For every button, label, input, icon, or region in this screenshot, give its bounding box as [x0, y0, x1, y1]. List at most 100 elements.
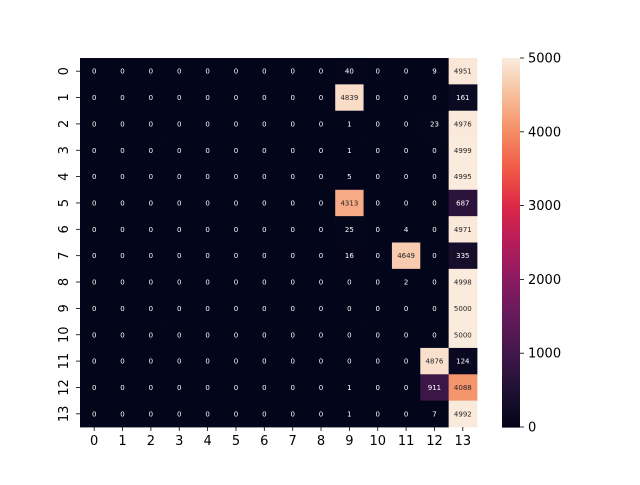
- cell-value-label: 4876: [426, 358, 444, 366]
- cell-value-label: 0: [262, 199, 266, 207]
- cell-value-label: 0: [120, 68, 124, 76]
- colorbar-segment: [502, 397, 520, 400]
- heatmap-cell: [136, 347, 166, 375]
- cell-value-label: 0: [290, 199, 294, 207]
- cell-value-label: 0: [290, 173, 294, 181]
- cell-value-label: 0: [347, 358, 351, 366]
- y-tick-label: 3: [57, 146, 72, 154]
- cell-value-label: 0: [376, 68, 380, 76]
- cell-value-label: 0: [149, 68, 153, 76]
- y-tick-label: 2: [57, 120, 72, 128]
- colorbar-segment: [502, 78, 520, 81]
- cell-value-label: 0: [376, 358, 380, 366]
- cell-value-label: 0: [319, 358, 323, 366]
- heatmap-cell: [335, 374, 364, 402]
- cell-value-label: 0: [404, 410, 408, 418]
- heatmap-cell: [221, 163, 251, 191]
- cell-value-label: 0: [92, 331, 96, 339]
- colorbar-segment: [502, 187, 520, 190]
- colorbar-segment: [502, 115, 520, 118]
- heatmap-cell: [448, 321, 478, 349]
- colorbar-segment: [502, 196, 520, 199]
- colorbar-segment: [502, 284, 520, 288]
- cell-value-label: 0: [177, 252, 181, 260]
- colorbar-segment: [502, 290, 520, 293]
- cell-value-label: 0: [92, 199, 96, 207]
- colorbar-segment: [502, 279, 520, 282]
- cell-value-label: 0: [376, 410, 380, 418]
- heatmap-cell: [306, 137, 336, 164]
- cell-value-label: 1: [347, 410, 351, 418]
- colorbar-segment: [502, 275, 520, 279]
- heatmap-cell: [335, 295, 364, 322]
- cell-value-label: 0: [290, 279, 294, 287]
- colorbar-segment: [502, 181, 520, 185]
- heatmap-cell: [335, 321, 364, 349]
- cell-value-label: 0: [205, 68, 209, 76]
- cell-value-label: 0: [177, 358, 181, 366]
- cell-value-label: 4951: [454, 68, 472, 76]
- cell-value-label: 0: [347, 331, 351, 339]
- colorbar-segment: [502, 107, 520, 111]
- colorbar-segment: [502, 225, 520, 229]
- heatmap-cell: [193, 268, 223, 296]
- heatmap-cell: [108, 321, 138, 349]
- cell-value-label: 0: [120, 252, 124, 260]
- heatmap-cell: [420, 216, 450, 243]
- heatmap-cell: [250, 400, 279, 428]
- colorbar-segment: [502, 360, 520, 364]
- cell-value-label: 0: [319, 147, 323, 155]
- colorbar-segment: [502, 371, 520, 375]
- colorbar-segment: [502, 343, 520, 347]
- colorbar-tick-label: 1000: [528, 347, 561, 362]
- heatmap-cell: [391, 242, 421, 270]
- colorbar-segment: [502, 244, 520, 247]
- cell-value-label: 0: [262, 120, 266, 128]
- colorbar-segment: [502, 273, 520, 277]
- heatmap-cell: [420, 137, 450, 164]
- cell-value-label: 0: [92, 120, 96, 128]
- colorbar-segment: [502, 137, 520, 140]
- colorbar-segment: [502, 358, 520, 362]
- heatmap-cell: [250, 58, 279, 85]
- cell-value-label: 1: [347, 120, 351, 128]
- heatmap-cell: [335, 110, 364, 138]
- cell-value-label: 0: [149, 173, 153, 181]
- heatmap-cell: [448, 58, 478, 85]
- heatmap-cell: [80, 110, 109, 138]
- colorbar-segment: [502, 314, 520, 317]
- colorbar-segment: [502, 296, 520, 299]
- cell-value-label: 0: [319, 305, 323, 313]
- colorbar-segment: [502, 307, 520, 310]
- heatmap-cell: [448, 84, 478, 112]
- cell-value-label: 0: [149, 147, 153, 155]
- cell-value-label: 0: [290, 410, 294, 418]
- heatmap-cell: [108, 216, 138, 243]
- x-axis-ticks: 0 1 2 3 4 5 6 7 8 9 10 11 12 13: [90, 427, 471, 449]
- heatmap-cell: [108, 295, 138, 322]
- colorbar-segment: [502, 83, 520, 87]
- heatmap-cell: [335, 216, 364, 243]
- heatmap-cell: [363, 110, 393, 138]
- colorbar-segment: [502, 399, 520, 402]
- cell-value-label: 0: [290, 226, 294, 234]
- cell-value-label: 9: [432, 68, 436, 76]
- colorbar-segment: [502, 380, 520, 384]
- cell-value-label: 0: [120, 279, 124, 287]
- heatmap-cells: [80, 58, 478, 428]
- heatmap-cell: [80, 84, 109, 112]
- cell-value-label: 0: [92, 358, 96, 366]
- heatmap-cell: [278, 321, 308, 349]
- heatmap-cell: [193, 189, 223, 217]
- cell-value-label: 4995: [454, 173, 472, 181]
- heatmap-cell: [420, 242, 450, 270]
- heatmap-cell: [165, 58, 194, 85]
- heatmap-cell: [250, 268, 279, 296]
- colorbar-segment: [502, 100, 520, 103]
- cell-value-label: 5000: [454, 305, 472, 313]
- colorbar-segment: [502, 390, 520, 393]
- cell-value-label: 0: [120, 410, 124, 418]
- colorbar-segment: [502, 283, 520, 286]
- x-tick-label: 6: [260, 434, 268, 449]
